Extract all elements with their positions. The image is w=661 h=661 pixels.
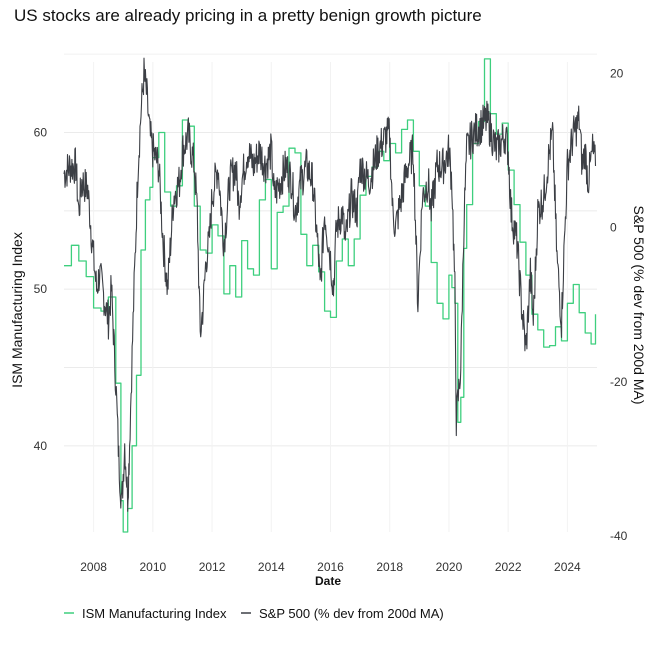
y-axis-left-title: ISM Manufacturing Index (9, 232, 25, 388)
y-right-tick-label: 20 (610, 67, 624, 81)
ism-series-line (64, 58, 597, 533)
x-tick-label: 2016 (317, 560, 344, 574)
y-right-tick-label: 0 (610, 221, 617, 235)
sp500-series-line (63, 57, 597, 512)
x-tick-label: 2022 (495, 560, 522, 574)
x-tick-label: 2008 (80, 560, 107, 574)
grid-layer (64, 53, 597, 532)
x-axis-title: Date (315, 574, 341, 588)
y-right-tick-label: -20 (610, 375, 628, 389)
series-layer (63, 57, 597, 533)
y-left-tick-label: 60 (34, 126, 48, 140)
legend-label-ism: ISM Manufacturing Index (82, 606, 227, 621)
x-tick-label: 2010 (139, 560, 166, 574)
x-tick-label: 2012 (199, 560, 226, 574)
chart-title: US stocks are already pricing in a prett… (14, 6, 482, 25)
legend: ISM Manufacturing Index S&P 500 (% dev f… (64, 606, 444, 621)
legend-label-sp500: S&P 500 (% dev from 200d MA) (259, 606, 444, 621)
x-tick-label: 2020 (436, 560, 463, 574)
x-tick-label: 2018 (376, 560, 403, 574)
y-left-tick-label: 50 (34, 282, 48, 296)
axis-layer: Date ISM Manufacturing Index S&P 500 (% … (9, 67, 647, 588)
y-right-tick-label: -40 (610, 529, 628, 543)
x-tick-label: 2024 (554, 560, 581, 574)
x-tick-label: 2014 (258, 560, 285, 574)
y-axis-right-title: S&P 500 (% dev from 200d MA) (631, 206, 647, 405)
y-left-tick-label: 40 (34, 439, 48, 453)
